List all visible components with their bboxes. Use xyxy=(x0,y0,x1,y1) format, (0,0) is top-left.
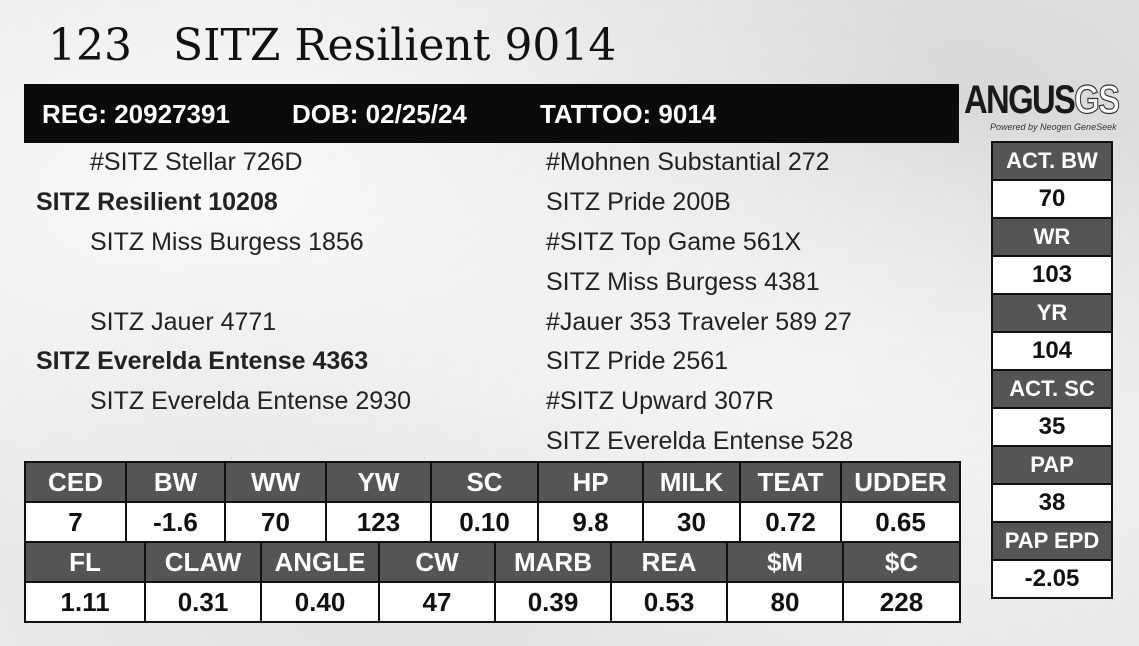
epd-value-cw: 47 xyxy=(378,581,496,623)
logo-tagline: Powered by Neogen GeneSeek xyxy=(990,122,1117,132)
epd-value-teat: 0.72 xyxy=(739,501,842,543)
epd-header-angle: ANGLE xyxy=(260,541,380,583)
epd-value-marb: 0.39 xyxy=(494,581,612,623)
stat-label-wr: WR xyxy=(991,217,1113,257)
pedigree-ancestor: SITZ Everelda Entense 528 xyxy=(546,427,854,455)
page-title: 123 SITZ Resilient 9014 xyxy=(48,20,616,71)
stat-value-pap-epd: -2.05 xyxy=(991,559,1113,599)
epd-value-udder: 0.65 xyxy=(840,501,961,543)
epd-header-cw: CW xyxy=(378,541,496,583)
epd-value-ww: 70 xyxy=(224,501,327,543)
epd-value-angle: 0.40 xyxy=(260,581,380,623)
reg-number: REG: 20927391 xyxy=(42,99,230,129)
epd-header-rea: REA xyxy=(610,541,728,583)
epd-value-sc: 0.10 xyxy=(430,501,539,543)
side-stats: ACT. BW 70 WR 103 YR 104 ACT. SC 35 PAP … xyxy=(991,141,1113,599)
stat-label-act-bw: ACT. BW xyxy=(991,141,1113,181)
epd-header-teat: TEAT xyxy=(739,461,842,503)
epd-value-milk: 30 xyxy=(642,501,741,543)
pedigree-ancestor: #Mohnen Substantial 272 xyxy=(546,148,830,176)
epd-header-marb: MARB xyxy=(494,541,612,583)
epd-header-milk: MILK xyxy=(642,461,741,503)
epd-header-dollar-m: $M xyxy=(726,541,844,583)
stat-value-act-bw: 70 xyxy=(991,179,1113,219)
epd-value-hp: 9.8 xyxy=(537,501,644,543)
epd-value-bw: -1.6 xyxy=(125,501,226,543)
epd-table-1: CED BW WW YW SC HP MILK TEAT UDDER 7 -1.… xyxy=(24,461,961,543)
epd-header-yw: YW xyxy=(325,461,432,503)
stat-value-yr: 104 xyxy=(991,331,1113,371)
pedigree-dam-dam: SITZ Everelda Entense 2930 xyxy=(90,387,412,415)
epd-header-claw: CLAW xyxy=(144,541,262,583)
pedigree-ancestor: SITZ Miss Burgess 4381 xyxy=(546,268,820,296)
registration-bar: REG: 20927391 DOB: 02/25/24 TATTOO: 9014 xyxy=(24,84,959,143)
epd-header-bw: BW xyxy=(125,461,226,503)
epd-value-rea: 0.53 xyxy=(610,581,728,623)
lot-number: 123 xyxy=(48,20,132,71)
stat-value-act-sc: 35 xyxy=(991,407,1113,447)
epd-value-ced: 7 xyxy=(24,501,127,543)
stat-value-wr: 103 xyxy=(991,255,1113,295)
epd-header-ced: CED xyxy=(24,461,127,503)
pedigree-sire-dam: SITZ Miss Burgess 1856 xyxy=(90,228,364,256)
pedigree-sire: SITZ Resilient 10208 xyxy=(36,188,278,216)
pedigree-ancestor: SITZ Pride 2561 xyxy=(546,347,729,375)
epd-value-yw: 123 xyxy=(325,501,432,543)
stat-value-pap: 38 xyxy=(991,483,1113,523)
animal-name: SITZ Resilient 9014 xyxy=(173,20,617,71)
pedigree-ancestor: SITZ Pride 200B xyxy=(546,188,731,216)
birth-date: DOB: 02/25/24 xyxy=(292,99,467,129)
epd-header-fl: FL xyxy=(24,541,146,583)
tattoo: TATTOO: 9014 xyxy=(540,99,717,129)
epd-value-fl: 1.11 xyxy=(24,581,146,623)
pedigree-ancestor: #SITZ Upward 307R xyxy=(546,387,774,415)
pedigree-ancestor: #SITZ Top Game 561X xyxy=(546,228,802,256)
epd-value-claw: 0.31 xyxy=(144,581,262,623)
pedigree-sire-sire: #SITZ Stellar 726D xyxy=(90,148,303,176)
stat-label-yr: YR xyxy=(991,293,1113,333)
stat-label-act-sc: ACT. SC xyxy=(991,369,1113,409)
stat-label-pap: PAP xyxy=(991,445,1113,485)
logo-main: ANGUS xyxy=(964,78,1076,122)
logo-suffix: GS xyxy=(1074,77,1121,122)
epd-header-dollar-c: $C xyxy=(842,541,961,583)
epd-table-2: FL CLAW ANGLE CW MARB REA $M $C 1.11 0.3… xyxy=(24,541,961,623)
angus-gs-logo: ANGUSGS Powered by Neogen GeneSeek xyxy=(964,77,1120,140)
pedigree-ancestor: #Jauer 353 Traveler 589 27 xyxy=(546,308,852,336)
epd-header-sc: SC xyxy=(430,461,539,503)
epd-header-udder: UDDER xyxy=(840,461,961,503)
epd-value-dollar-c: 228 xyxy=(842,581,961,623)
stat-label-pap-epd: PAP EPD xyxy=(991,521,1113,561)
epd-header-ww: WW xyxy=(224,461,327,503)
epd-value-dollar-m: 80 xyxy=(726,581,844,623)
pedigree-dam: SITZ Everelda Entense 4363 xyxy=(36,347,369,375)
pedigree-dam-sire: SITZ Jauer 4771 xyxy=(90,308,277,336)
epd-header-hp: HP xyxy=(537,461,644,503)
